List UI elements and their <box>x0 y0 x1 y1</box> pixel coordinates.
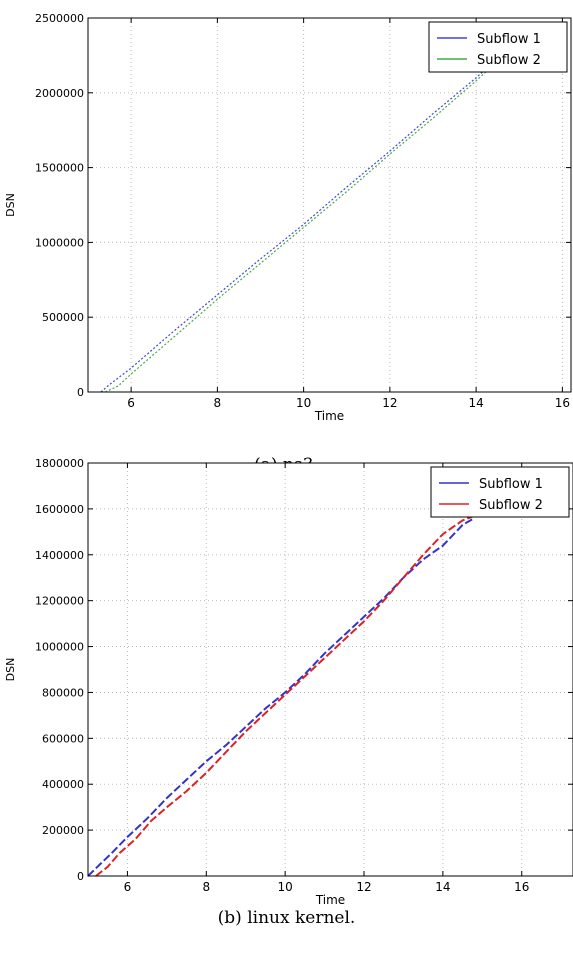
plot-frame <box>87 462 573 877</box>
y-axis-label: DSN <box>4 658 17 682</box>
x-tick-label: 6 <box>124 880 132 894</box>
y-tick-label: 1000000 <box>35 236 84 249</box>
legend-box <box>428 21 568 73</box>
x-axis-label: Time <box>314 409 344 423</box>
y-axis-label: DSN <box>4 193 17 217</box>
chart-ns3: 6 8 10 12 14 16 0 500000 1000000 1500000 2000000 25… <box>4 12 572 423</box>
y-tick-label: 1000000 <box>35 641 84 654</box>
series-line-2 <box>95 514 475 877</box>
y-tick-label: 500000 <box>42 311 84 324</box>
x-tick-label: 12 <box>356 880 371 894</box>
x-tick-label: 14 <box>468 396 483 410</box>
plot-area <box>88 18 571 392</box>
y-tick-label: 2500000 <box>35 12 84 25</box>
x-tick-label: 10 <box>296 396 311 410</box>
y-tick-label: 1200000 <box>35 595 84 608</box>
y-tick-label: 0 <box>77 870 84 883</box>
y-tick-label: 1800000 <box>35 457 84 470</box>
legend-label: Subflow 2 <box>479 498 543 513</box>
x-tick-label: 8 <box>202 880 210 894</box>
y-tick-label: 600000 <box>42 732 84 745</box>
plot-frame <box>87 17 572 393</box>
caption-b: (b) linux kernel. <box>217 908 356 928</box>
series-line-2 <box>105 68 490 393</box>
x-tick-label: 16 <box>514 880 529 894</box>
x-tick-label: 14 <box>435 880 450 894</box>
plot-area <box>88 463 573 876</box>
chart-linux-kernel: 6 8 10 12 14 16 0 200000 400000 600000 800000 10000… <box>4 457 573 905</box>
series-line-1 <box>87 517 475 877</box>
x-tick-label: 12 <box>382 396 397 410</box>
y-tick-label: 200000 <box>42 824 84 837</box>
y-tick-label: 1400000 <box>35 549 84 562</box>
x-tick-label: 6 <box>127 396 135 410</box>
y-tick-label: 800000 <box>42 686 84 699</box>
legend-label: Subflow 1 <box>477 32 541 47</box>
legend-box <box>430 466 570 518</box>
y-tick-label: 1600000 <box>35 503 84 516</box>
x-tick-label: 16 <box>555 396 570 410</box>
y-tick-label: 0 <box>77 386 84 399</box>
x-tick-label: 8 <box>214 396 222 410</box>
legend-label: Subflow 2 <box>477 53 541 68</box>
y-tick-label: 400000 <box>42 778 84 791</box>
y-tick-label: 2000000 <box>35 87 84 100</box>
x-tick-label: 10 <box>278 880 293 894</box>
y-tick-label: 1500000 <box>35 162 84 175</box>
legend-label: Subflow 1 <box>479 477 543 492</box>
x-axis-label: Time <box>315 893 345 905</box>
